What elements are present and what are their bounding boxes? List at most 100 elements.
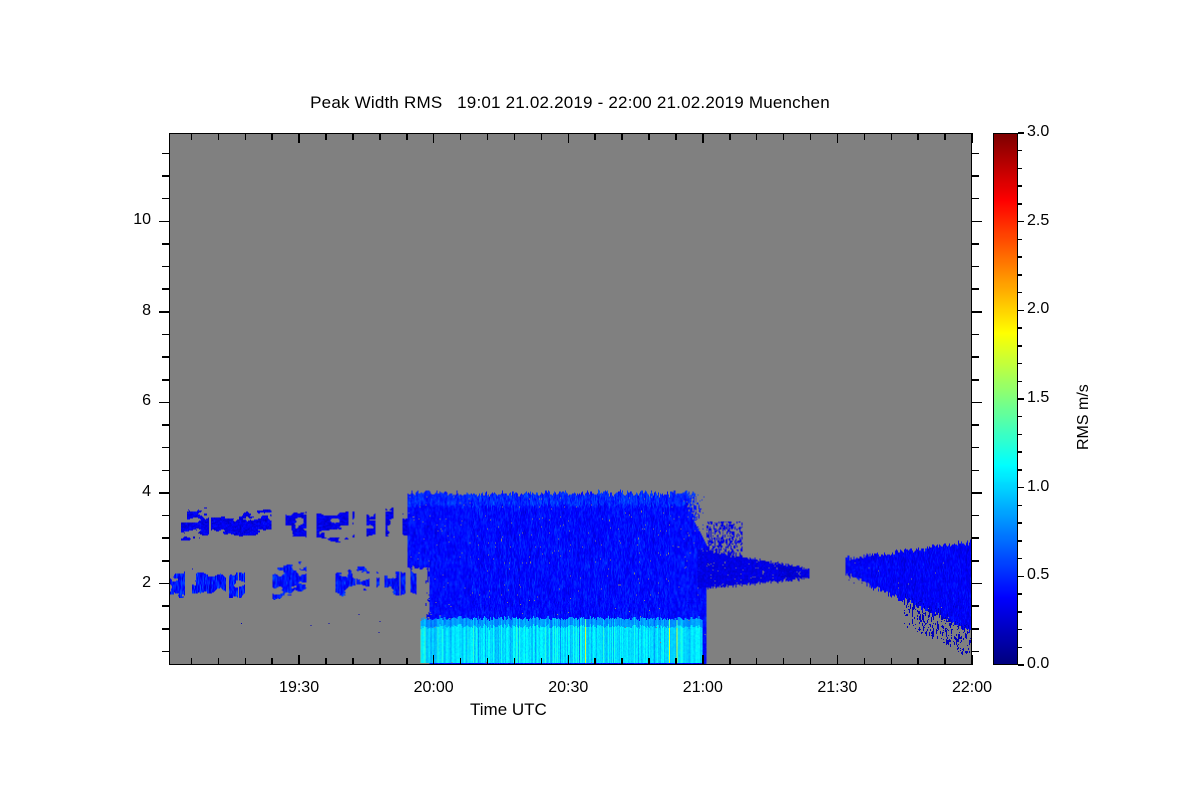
- colorbar-tick-minor: [1018, 646, 1022, 649]
- colorbar-tick-minor: [1018, 557, 1022, 560]
- x-tick-minor: [190, 658, 193, 665]
- x-tick-minor: [944, 658, 946, 665]
- y-tick-minor-right: [972, 288, 979, 290]
- x-tick-minor-top: [217, 133, 220, 140]
- x-tick-major: [971, 655, 973, 665]
- x-tick-major-top: [702, 133, 704, 143]
- colorbar-title: RMS m/s: [1075, 384, 1092, 450]
- colorbar-tick-minor: [1018, 415, 1022, 418]
- x-tick-minor-top: [621, 133, 623, 140]
- y-tick-label: 4: [142, 482, 151, 500]
- y-tick-minor-right: [972, 197, 979, 200]
- y-tick-label: 10: [133, 211, 151, 229]
- y-tick-major: [159, 311, 169, 313]
- x-tick-label: 20:30: [548, 679, 589, 696]
- colorbar-tick: [1018, 309, 1024, 312]
- colorbar-tick-label: 2.0: [1027, 300, 1050, 318]
- colorbar-tick-label: 3.0: [1027, 123, 1050, 140]
- x-tick-major: [567, 655, 569, 665]
- y-tick-minor-right: [972, 265, 979, 268]
- colorbar-tick: [1018, 398, 1024, 400]
- y-tick-major: [159, 492, 169, 494]
- x-tick-minor-top: [513, 133, 516, 140]
- y-tick-minor: [162, 446, 169, 449]
- x-tick-major: [702, 655, 704, 665]
- x-tick-minor: [621, 658, 623, 665]
- x-tick-minor: [352, 658, 354, 665]
- y-tick-minor-right: [972, 628, 979, 630]
- x-tick-minor: [379, 658, 381, 665]
- colorbar-tick-label: 0.0: [1027, 655, 1050, 672]
- x-tick-minor-top: [729, 133, 731, 140]
- x-tick-minor: [648, 658, 650, 665]
- colorbar-tick-minor: [1018, 327, 1022, 329]
- x-tick-minor: [486, 658, 489, 665]
- x-tick-minor-top: [863, 133, 866, 140]
- x-tick-minor-top: [675, 133, 677, 140]
- x-tick-label: 20:00: [413, 679, 454, 696]
- colorbar-tick-minor: [1018, 522, 1022, 524]
- y-tick-minor: [162, 537, 169, 539]
- x-tick-minor-top: [379, 133, 381, 140]
- y-tick-minor: [162, 650, 169, 653]
- colorbar-tick-minor: [1018, 167, 1022, 170]
- x-tick-minor-top: [459, 133, 462, 140]
- x-tick-minor: [325, 658, 327, 665]
- y-tick-minor-right: [972, 537, 979, 539]
- y-tick-minor-right: [972, 424, 979, 426]
- x-tick-minor-top: [944, 133, 946, 140]
- y-tick-minor: [162, 469, 169, 472]
- x-tick-major: [298, 655, 300, 665]
- x-axis-title: Time UTC: [470, 700, 547, 719]
- x-tick-minor: [540, 658, 543, 665]
- x-tick-minor: [729, 658, 731, 665]
- y-tick-major-right: [972, 311, 982, 313]
- colorbar-tick-minor: [1018, 433, 1022, 436]
- x-tick-minor-top: [809, 133, 812, 140]
- x-tick-minor-top: [325, 133, 327, 140]
- y-tick-minor-right: [972, 243, 979, 245]
- page-title: Peak Width RMS 19:01 21.02.2019 - 22:00 …: [310, 93, 830, 112]
- y-tick-minor-right: [972, 605, 979, 607]
- x-tick-major-top: [836, 133, 839, 143]
- y-tick-minor: [162, 628, 169, 630]
- x-tick-minor-top: [540, 133, 543, 140]
- plot-area: [169, 133, 972, 665]
- colorbar-tick-minor: [1018, 362, 1022, 365]
- y-tick-minor: [162, 560, 169, 562]
- x-tick-minor-top: [271, 133, 273, 140]
- colorbar-tick-label: 1.0: [1027, 477, 1050, 495]
- y-tick-major-right: [972, 401, 982, 404]
- colorbar-tick-minor: [1018, 203, 1022, 205]
- y-tick-major-right: [972, 582, 982, 585]
- y-tick-label: 6: [142, 392, 151, 410]
- x-tick-minor-top: [406, 133, 408, 140]
- y-tick-minor-right: [972, 469, 979, 472]
- y-tick-minor: [162, 379, 169, 381]
- x-tick-major-top: [971, 133, 973, 143]
- y-tick-minor-right: [972, 379, 979, 381]
- colorbar-tick: [1018, 575, 1024, 578]
- colorbar-tick-minor: [1018, 185, 1022, 187]
- colorbar-tick-minor: [1018, 469, 1022, 471]
- y-tick-minor: [162, 265, 169, 268]
- y-tick-label: 2: [142, 573, 151, 591]
- colorbar-tick-label: 0.5: [1027, 566, 1050, 584]
- x-tick-minor: [890, 658, 892, 665]
- colorbar-tick-minor: [1018, 345, 1022, 347]
- x-tick-label: 21:00: [682, 679, 723, 696]
- x-tick-minor-top: [755, 133, 758, 140]
- colorbar-tick-minor: [1018, 238, 1022, 241]
- colorbar-tick-minor: [1018, 611, 1022, 613]
- colorbar-tick-minor: [1018, 149, 1022, 152]
- x-tick-minor-top: [594, 133, 596, 140]
- y-tick-major: [159, 582, 169, 585]
- y-tick-major: [159, 401, 169, 404]
- x-tick-major: [836, 655, 839, 665]
- x-tick-minor-top: [782, 133, 785, 140]
- y-tick-major-right: [972, 220, 982, 223]
- x-tick-major: [432, 655, 435, 665]
- x-tick-minor: [594, 658, 596, 665]
- colorbar-tick-minor: [1018, 256, 1022, 258]
